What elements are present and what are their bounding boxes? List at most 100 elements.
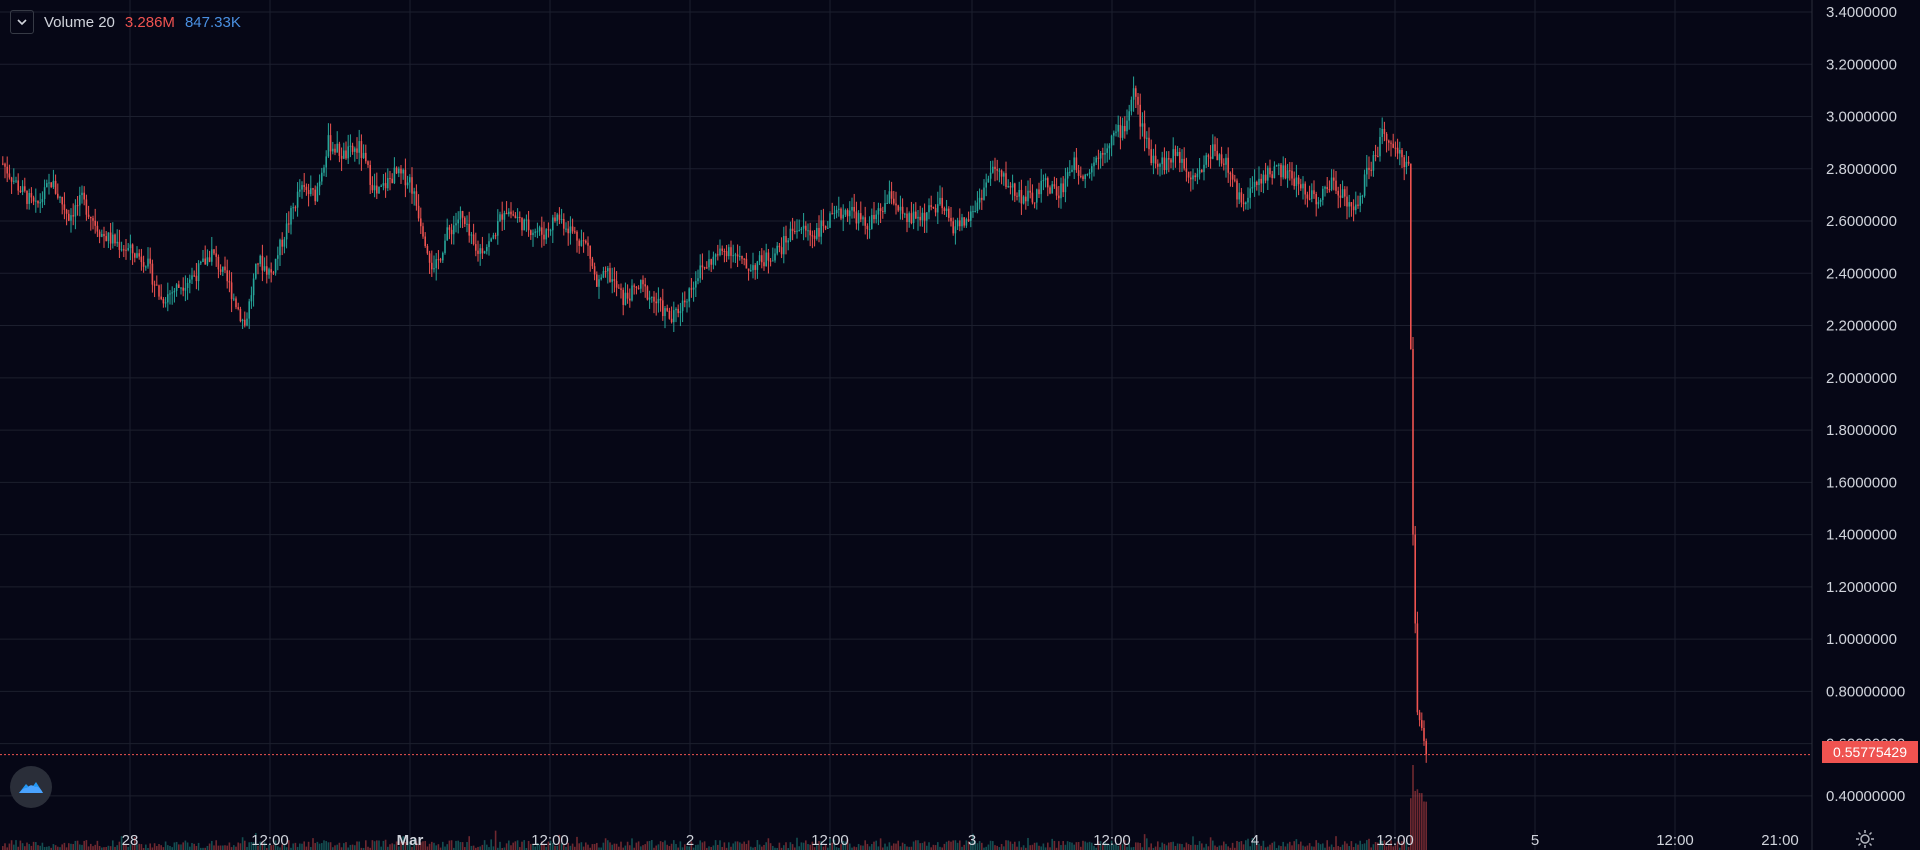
volume-bar <box>1073 844 1075 850</box>
candle-body <box>536 231 539 233</box>
candle-body <box>54 180 57 194</box>
candle-body <box>585 240 587 243</box>
volume-bar <box>1289 841 1291 850</box>
candle-body <box>294 207 297 209</box>
candle-body <box>578 240 580 246</box>
volume-bar <box>1062 841 1064 850</box>
candle-body <box>574 231 576 233</box>
volume-bar <box>398 846 400 850</box>
volume-bar <box>1196 844 1199 850</box>
candle-body <box>721 248 723 251</box>
candle-body <box>717 254 719 256</box>
candle-body <box>1139 104 1141 127</box>
volume-bar <box>1273 841 1276 850</box>
y-tick-label: 0.80000000 <box>1826 683 1905 700</box>
candle-body <box>70 215 72 221</box>
volume-bar <box>576 836 578 850</box>
volume-bar <box>1179 843 1181 850</box>
candle-body <box>1080 175 1082 177</box>
candle-body <box>1231 174 1234 180</box>
volume-bar <box>277 846 279 850</box>
candle-body <box>373 185 376 191</box>
volume-bar <box>622 847 624 850</box>
volume-bar <box>1053 840 1056 850</box>
candle-body <box>739 255 741 257</box>
volume-bar <box>932 844 935 850</box>
candle-body <box>972 211 974 213</box>
candle-body <box>1198 169 1201 174</box>
volume-bar <box>560 843 563 850</box>
volume-bar <box>1350 841 1353 850</box>
volume-bar <box>1335 836 1337 850</box>
volume-bar <box>1119 842 1122 850</box>
candle-body <box>1267 167 1269 181</box>
candle-body <box>63 204 66 210</box>
candle-body <box>376 185 378 194</box>
volume-bar <box>1282 841 1284 850</box>
gear-icon[interactable] <box>1855 829 1875 849</box>
candle-body <box>846 210 849 217</box>
candle-body <box>233 298 235 300</box>
volume-bar <box>1368 838 1370 850</box>
volume-bar <box>1086 842 1089 850</box>
candle-body <box>189 279 191 283</box>
candle-body <box>648 297 651 300</box>
volume-bar <box>1256 844 1258 850</box>
candle-body <box>246 318 248 326</box>
candle-body <box>838 208 840 210</box>
candle-body <box>125 249 127 251</box>
volume-bar <box>1326 840 1328 850</box>
candle-body <box>1104 152 1106 155</box>
candle-body <box>934 208 937 213</box>
candle-body <box>932 206 935 209</box>
volume-bar <box>1018 841 1020 850</box>
candle-body <box>956 220 959 227</box>
candle-body <box>367 161 369 165</box>
volume-bar <box>785 842 787 850</box>
volume-bar <box>591 844 594 850</box>
candle-body <box>1346 196 1348 207</box>
volume-bar <box>400 841 402 850</box>
candle-body <box>224 266 226 271</box>
volume-bar <box>173 842 176 850</box>
collapse-legend-button[interactable] <box>10 10 34 34</box>
candle-body <box>1016 195 1018 197</box>
candle-body <box>1205 155 1207 165</box>
volume-bar <box>1161 842 1163 850</box>
volume-bar <box>604 838 607 850</box>
candle-body <box>1253 181 1256 188</box>
candle-body <box>545 229 547 240</box>
volume-bar <box>816 845 818 850</box>
volume-bar <box>1038 845 1040 850</box>
volume-bar <box>952 840 954 850</box>
candle-body <box>928 205 930 213</box>
candle-body <box>1282 165 1284 178</box>
volume-bar <box>1315 840 1317 850</box>
candle-body <box>750 270 752 272</box>
volume-bar <box>736 841 739 850</box>
tradingview-logo-icon[interactable] <box>10 766 52 808</box>
volume-bar <box>1344 841 1346 850</box>
candle-body <box>74 205 77 217</box>
candle-body <box>741 255 743 259</box>
volume-bar <box>455 840 457 850</box>
candle-body <box>1007 185 1009 188</box>
candle-body <box>618 287 620 289</box>
volume-bar <box>708 846 710 850</box>
volume-bar <box>1176 843 1179 850</box>
candle-body <box>362 152 365 158</box>
volume-bar <box>233 845 235 850</box>
candle-body <box>1209 156 1212 159</box>
candle-body <box>193 275 195 277</box>
volume-bar <box>598 847 600 850</box>
candle-body <box>107 232 110 242</box>
candle-body <box>384 183 387 189</box>
volume-bar <box>1003 846 1005 850</box>
volume-bar <box>321 843 323 850</box>
volume-bar <box>642 845 644 850</box>
volume-bar <box>426 846 429 850</box>
volume-bar <box>1058 841 1060 850</box>
volume-bar <box>809 844 811 850</box>
volume-bar <box>789 842 792 850</box>
